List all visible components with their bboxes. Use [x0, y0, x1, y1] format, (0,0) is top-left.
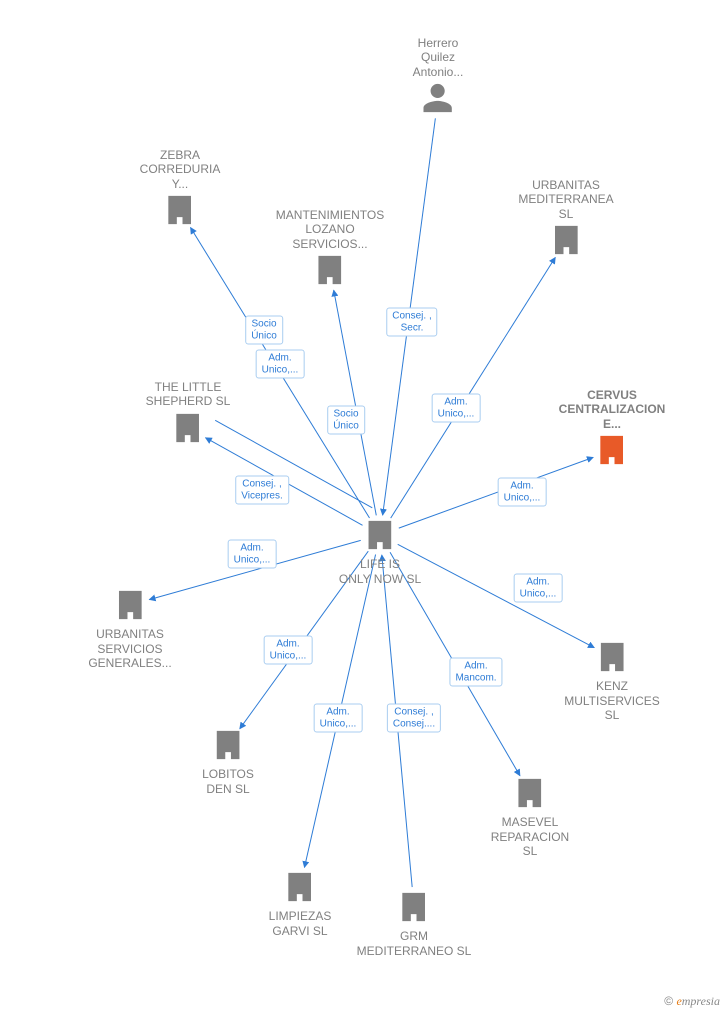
building-icon	[163, 193, 197, 227]
node-life[interactable]: LIFE ISONLY NOW SL	[339, 518, 421, 586]
node-urbmed[interactable]: URBANITASMEDITERRANEASL	[518, 178, 613, 261]
node-lobitos[interactable]: LOBITOSDEN SL	[202, 728, 254, 796]
node-label: LIFE ISONLY NOW SL	[339, 557, 421, 586]
building-icon	[595, 433, 629, 467]
node-grm[interactable]: GRMMEDITERRANEO SL	[357, 890, 472, 958]
building-icon	[513, 776, 547, 810]
edge-label: Adm.Unico,...	[432, 394, 481, 423]
building-icon	[397, 890, 431, 924]
edges-layer	[0, 0, 728, 1015]
building-icon	[363, 518, 397, 552]
node-label: CERVUSCENTRALIZACIONE...	[559, 388, 666, 431]
edge-label: Consej. ,Vicepres.	[235, 476, 289, 505]
building-icon	[283, 870, 317, 904]
edge-label: Adm.Unico,...	[514, 574, 563, 603]
building-icon	[171, 411, 205, 445]
brand-rest: mpresia	[682, 994, 720, 1008]
node-label: LIMPIEZASGARVI SL	[269, 909, 332, 938]
node-label: MASEVELREPARACIONSL	[491, 815, 569, 858]
edge-label: SocioÚnico	[327, 406, 365, 435]
node-label: THE LITTLESHEPHERD SL	[146, 380, 231, 409]
edge-label: Consej. ,Consej....	[387, 704, 441, 733]
diagram-canvas: LIFE ISONLY NOW SL HerreroQuilezAntonio..…	[0, 0, 728, 1015]
person-icon	[421, 81, 455, 115]
node-herrero[interactable]: HerreroQuilezAntonio...	[413, 36, 464, 119]
node-limp[interactable]: LIMPIEZASGARVI SL	[269, 870, 332, 938]
building-icon	[113, 588, 147, 622]
copyright-symbol: ©	[664, 994, 673, 1008]
edge-line	[398, 544, 595, 647]
node-label: URBANITASMEDITERRANEASL	[518, 178, 613, 221]
node-cervus[interactable]: CERVUSCENTRALIZACIONE...	[559, 388, 666, 471]
node-masevel[interactable]: MASEVELREPARACIONSL	[491, 776, 569, 859]
node-label: HerreroQuilezAntonio...	[413, 36, 464, 79]
node-label: URBANITASSERVICIOSGENERALES...	[88, 627, 171, 670]
node-label: KENZMULTISERVICESSL	[564, 679, 660, 722]
node-label: LOBITOSDEN SL	[202, 767, 254, 796]
edge-label: Adm.Unico,...	[498, 478, 547, 507]
node-label: MANTENIMIENTOSLOZANOSERVICIOS...	[276, 208, 384, 251]
edge-label: Adm.Unico,...	[314, 704, 363, 733]
node-label: ZEBRACORREDURIAY...	[140, 148, 221, 191]
edge-line	[334, 290, 377, 515]
node-zebra[interactable]: ZEBRACORREDURIAY...	[140, 148, 221, 231]
edge-label: Adm.Unico,...	[256, 350, 305, 379]
node-kenz[interactable]: KENZMULTISERVICESSL	[564, 640, 660, 723]
node-urbserv[interactable]: URBANITASSERVICIOSGENERALES...	[88, 588, 171, 671]
building-icon	[313, 253, 347, 287]
building-icon	[595, 640, 629, 674]
edge-label: Consej. ,Secr.	[386, 308, 437, 337]
building-icon	[549, 223, 583, 257]
node-shepherd[interactable]: THE LITTLESHEPHERD SL	[146, 380, 231, 448]
footer-credit: © empresia	[664, 994, 720, 1009]
node-label: GRMMEDITERRANEO SL	[357, 929, 472, 958]
edge-label: SocioÚnico	[245, 316, 283, 345]
edge-label: Adm.Mancom.	[449, 658, 502, 687]
edge-label: Adm.Unico,...	[228, 540, 277, 569]
building-icon	[211, 728, 245, 762]
edge-label: Adm.Unico,...	[264, 636, 313, 665]
node-manten[interactable]: MANTENIMIENTOSLOZANOSERVICIOS...	[276, 208, 384, 291]
